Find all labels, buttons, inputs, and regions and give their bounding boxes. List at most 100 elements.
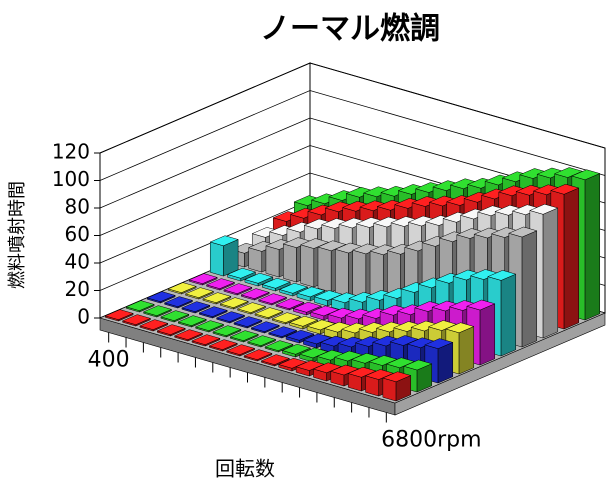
bar-top [260,354,291,365]
bar-top [142,305,173,316]
bar [198,306,228,319]
bar-top [285,329,315,341]
bar [226,267,257,282]
bar [188,273,218,286]
bar-top [288,315,319,327]
bar-top [225,344,256,355]
x-axis-label: 回転数 [215,457,275,481]
bar-side [500,273,517,357]
bar-top [167,282,197,293]
bar-top [209,235,239,247]
bar-side [542,207,559,339]
bar-top [215,311,246,322]
bar [215,311,246,324]
bar-front [283,243,297,283]
bar [181,301,211,314]
bar-top [281,343,312,355]
bar [250,321,280,334]
bar [139,319,169,332]
bar-top [202,292,232,303]
bar-top [275,298,305,309]
bar [104,309,134,322]
bar-top [229,330,259,341]
bar [244,272,274,287]
bar-top [146,291,176,302]
bar-top [121,314,152,325]
bar-top [205,278,236,289]
bar-top [181,301,211,312]
bar [163,296,194,309]
bar [257,293,288,306]
bar-side [458,326,475,375]
y-axis-label: 燃料噴射時間 [7,181,28,289]
bar-top [194,320,225,331]
bar [202,292,232,305]
bar-top [254,307,284,318]
bar [142,305,173,318]
y-tick-label: 100 [52,167,90,191]
bar [264,340,294,353]
bar-top [208,339,238,350]
bar [236,302,267,315]
bar-top [191,334,221,345]
bar [219,297,249,310]
bar-top [466,299,496,311]
bar-top [278,282,309,294]
bar-side [521,230,538,348]
bar [233,316,263,329]
bar-top [104,309,134,320]
bar [267,326,298,339]
bar-top [403,359,433,371]
grid-line [99,90,606,181]
bar [246,335,277,348]
bar [225,344,256,357]
y-tick-label: 40 [65,250,90,274]
bar-top [177,315,207,326]
y-tick-label: 80 [65,195,90,219]
bar-top [296,286,326,298]
bar [229,330,259,343]
bar [194,320,225,333]
bar-top [139,319,169,330]
bar [240,288,270,301]
bar-top [240,288,270,299]
bar-side [437,341,454,384]
bar [146,291,176,304]
x-tick-label: 400 [88,348,130,373]
bar-top [233,316,263,327]
bar [243,349,273,362]
bar-top [508,226,538,238]
bar-top [250,321,280,332]
bar-top [257,293,288,304]
bar-top [292,301,322,313]
bar [271,312,301,325]
bar-top [236,302,267,313]
bar-front [335,248,349,298]
bar [191,334,221,347]
bar-top [212,325,242,336]
bar-top [382,371,412,383]
bar-top [188,273,218,284]
bar-top [198,306,228,317]
bar-top [160,310,190,321]
bar [223,283,253,296]
bar-top [261,277,291,289]
grid-line [99,117,606,209]
bar [160,310,190,323]
bar [184,287,215,300]
chart-title: ノーマル燃調 [260,12,440,47]
bar [275,298,305,311]
grid-line [99,62,606,154]
x-tick-label: 6800rpm [381,428,481,453]
bar-top [264,340,294,351]
bar-top [271,312,301,323]
bar-top [424,338,454,349]
bar-side [479,303,496,366]
bar-front [248,247,263,273]
bar-top [529,203,559,215]
bar-top [156,324,186,335]
bar-top [550,183,580,195]
y-tick-label: 60 [65,222,90,246]
bar [173,329,204,342]
